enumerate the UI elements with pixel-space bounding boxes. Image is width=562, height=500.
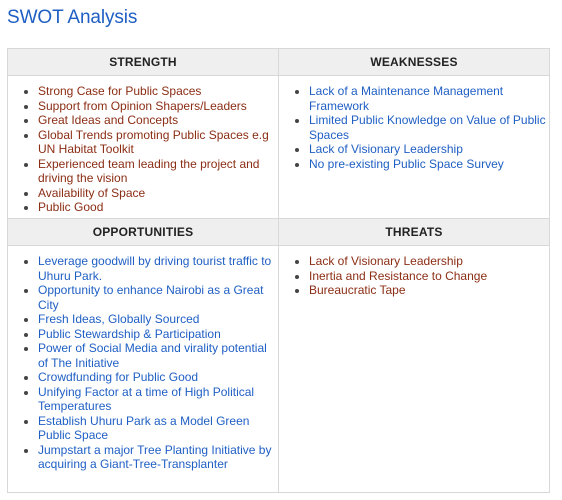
weaknesses-item-text: Limited Public Knowledge on Value of Pub…: [309, 113, 546, 142]
opportunities-item: Public Stewardship & Participation: [38, 327, 278, 342]
opportunities-item-text: Fresh Ideas, Globally Sourced: [38, 312, 200, 326]
opportunities-item: Fresh Ideas, Globally Sourced: [38, 312, 278, 327]
swot-table: STRENGTH WEAKNESSES Strong Case for Publ…: [7, 48, 550, 493]
opportunities-item-text: Opportunity to enhance Nairobi as a Grea…: [38, 283, 264, 312]
opportunities-item: Crowdfunding for Public Good: [38, 370, 278, 385]
page-title: SWOT Analysis: [7, 7, 138, 28]
weaknesses-item: No pre-existing Public Space Survey: [309, 157, 549, 172]
strength-item-text: Experienced team leading the project and…: [38, 156, 260, 186]
swot-content-row-top: Strong Case for Public SpacesSupport fro…: [7, 75, 550, 219]
threats-item: Inertia and Resistance to Change: [309, 269, 549, 284]
strength-item-text: Strong Case for Public Spaces: [38, 84, 202, 98]
threats-item: Bureaucratic Tape: [309, 283, 549, 298]
opportunities-item: Leverage goodwill by driving tourist tra…: [38, 254, 278, 283]
opportunities-cell: Leverage goodwill by driving tourist tra…: [7, 245, 279, 493]
strength-list: Strong Case for Public SpacesSupport fro…: [8, 84, 278, 215]
strength-item: Strong Case for Public Spaces: [38, 84, 278, 99]
threats-item-text: Lack of Visionary Leadership: [309, 254, 463, 268]
opportunities-item: Power of Social Media and virality poten…: [38, 341, 278, 370]
opportunities-item-text: Power of Social Media and virality poten…: [38, 341, 267, 370]
strength-item: Great Ideas and Concepts: [38, 113, 278, 128]
strength-item-text: Public Good: [38, 200, 104, 214]
threats-cell: Lack of Visionary LeadershipInertia and …: [278, 245, 550, 493]
weaknesses-item-text: Lack of Visionary Leadership: [309, 142, 463, 156]
strength-item: Public Good: [38, 200, 278, 215]
weaknesses-item: Lack of a Maintenance Management Framewo…: [309, 84, 549, 113]
opportunities-item-text: Public Stewardship & Participation: [38, 326, 221, 341]
strength-item-text: Global Trends promoting Public Spaces e.…: [38, 127, 269, 157]
threats-list: Lack of Visionary LeadershipInertia and …: [279, 254, 549, 298]
opportunities-heading: OPPORTUNITIES: [7, 218, 279, 246]
threats-item-text: Bureaucratic Tape: [309, 283, 406, 297]
strength-item: Availability of Space: [38, 186, 278, 201]
opportunities-item: Establish Uhuru Park as a Model Green Pu…: [38, 414, 278, 443]
opportunities-list: Leverage goodwill by driving tourist tra…: [8, 254, 278, 472]
swot-content-row-bottom: Leverage goodwill by driving tourist tra…: [7, 245, 550, 493]
swot-header-row-bottom: OPPORTUNITIES THREATS: [7, 218, 550, 246]
strength-item-text: Great Ideas and Concepts: [38, 113, 179, 127]
opportunities-item: Unifying Factor at a time of High Politi…: [38, 385, 278, 414]
threats-heading: THREATS: [278, 218, 550, 246]
weaknesses-item: Lack of Visionary Leadership: [309, 142, 549, 157]
strength-item-text: Support from Opinion Shapers/Leaders: [38, 98, 247, 113]
weaknesses-list: Lack of a Maintenance Management Framewo…: [279, 84, 549, 171]
opportunities-item: Jumpstart a major Tree Planting Initiati…: [38, 443, 278, 472]
threats-item-text: Inertia and Resistance to Change: [309, 268, 488, 283]
opportunities-item-text: Leverage goodwill by driving tourist tra…: [38, 254, 272, 283]
weaknesses-item-text: Lack of a Maintenance Management Framewo…: [309, 84, 504, 113]
strength-item: Experienced team leading the project and…: [38, 157, 278, 186]
threats-item: Lack of Visionary Leadership: [309, 254, 549, 269]
swot-header-row-top: STRENGTH WEAKNESSES: [7, 48, 550, 76]
opportunities-item-text: Crowdfunding for Public Good: [38, 370, 199, 384]
strength-heading: STRENGTH: [7, 48, 279, 76]
strength-cell: Strong Case for Public SpacesSupport fro…: [7, 75, 279, 219]
weaknesses-heading: WEAKNESSES: [278, 48, 550, 76]
weaknesses-item-text: No pre-existing Public Space Survey: [309, 156, 504, 171]
opportunities-item-text: Jumpstart a major Tree Planting Initiati…: [38, 442, 272, 472]
strength-item: Global Trends promoting Public Spaces e.…: [38, 128, 278, 157]
opportunities-item: Opportunity to enhance Nairobi as a Grea…: [38, 283, 278, 312]
opportunities-item-text: Unifying Factor at a time of High Politi…: [38, 384, 255, 414]
opportunities-item-text: Establish Uhuru Park as a Model Green Pu…: [38, 413, 250, 443]
strength-item: Support from Opinion Shapers/Leaders: [38, 99, 278, 114]
weaknesses-item: Limited Public Knowledge on Value of Pub…: [309, 113, 549, 142]
strength-item-text: Availability of Space: [38, 185, 146, 200]
weaknesses-cell: Lack of a Maintenance Management Framewo…: [278, 75, 550, 219]
